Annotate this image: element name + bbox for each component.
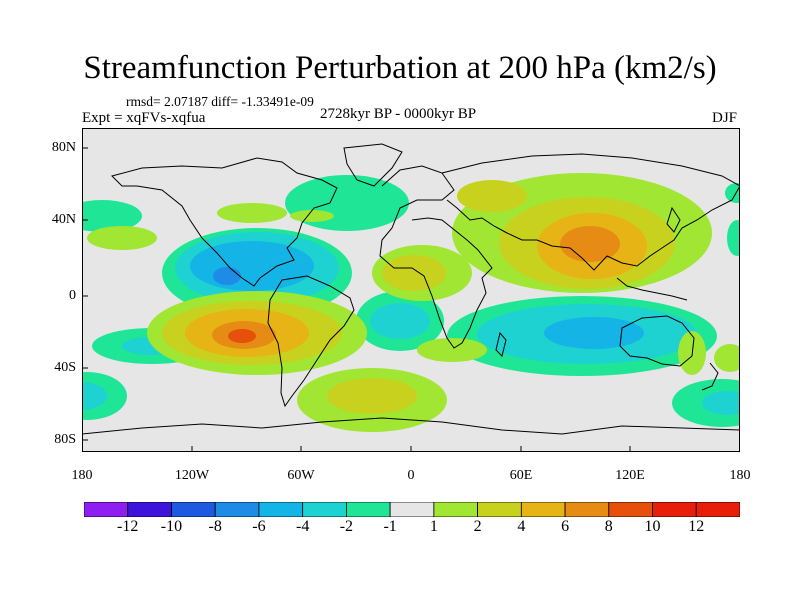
colorbar-label: -6 [252, 518, 266, 535]
contour-fields [82, 173, 740, 432]
colorbar-label: -10 [160, 518, 183, 535]
anomaly-region [285, 175, 409, 231]
north-america-outline [111, 157, 338, 287]
new-zealand-outline [701, 362, 719, 391]
anomaly-region [190, 241, 314, 291]
x-axis-label: 120W [174, 468, 210, 483]
map-panel [82, 128, 740, 452]
anomaly-region [702, 391, 740, 415]
anomaly-region [544, 317, 644, 349]
colorbar-box [127, 502, 172, 517]
anomaly-region [82, 200, 142, 232]
colorbar-box [520, 502, 566, 517]
anomaly-region [370, 303, 430, 339]
colorbar-label: 12 [688, 518, 705, 535]
anomaly-region [217, 203, 287, 223]
colorbar-box [433, 502, 479, 517]
colorbar-label: -2 [339, 518, 354, 535]
anomaly-region [228, 329, 256, 343]
colorbar-box [258, 502, 304, 517]
antarctica-outline [82, 417, 740, 435]
y-axis-label: 80N [51, 140, 76, 155]
axis-ticks [82, 147, 631, 452]
season-label: DJF [712, 110, 738, 126]
x-axis-label: 0 [407, 468, 415, 483]
anomaly-region [725, 183, 740, 203]
colorbar-label: -12 [117, 518, 139, 535]
anomaly-region [714, 344, 740, 372]
south-america-outline [267, 275, 355, 408]
x-axis-label: 60E [509, 468, 533, 483]
anomaly-region [87, 226, 157, 250]
x-axis-label: 180 [729, 468, 751, 483]
australia-outline [619, 315, 695, 367]
colorbar-label: -4 [295, 518, 310, 535]
colorbar [84, 502, 740, 517]
x-axis-label: 180 [71, 468, 93, 483]
colorbar-box [214, 502, 260, 517]
anomaly-region [327, 378, 417, 414]
anomaly-region [417, 338, 487, 362]
colorbar-label: 10 [644, 518, 661, 535]
colorbar-label: 2 [473, 518, 482, 535]
colorbar-label: -8 [208, 518, 222, 535]
period-label: 2728kyr BP - 0000kyr BP [320, 106, 477, 122]
x-axis-label: 60W [287, 468, 315, 483]
asia-outline [441, 153, 740, 271]
japan-outline [666, 206, 681, 233]
europe-africa-outline [379, 165, 493, 349]
colorbar-box [564, 502, 610, 517]
colorbar-label: 4 [517, 518, 526, 535]
southeast-asia-outline [616, 277, 688, 301]
colorbar-box [477, 502, 522, 517]
y-axis-label: 0 [69, 288, 76, 303]
coastlines [82, 143, 740, 435]
madagascar-outline [495, 331, 507, 357]
colorbar-label: 8 [604, 518, 613, 535]
plot-title: Streamfunction Perturbation at 200 hPa (… [83, 50, 717, 86]
stats-text: rmsd= 2.07187 diff= -1.33491e-09 [126, 94, 314, 109]
colorbar-box [652, 502, 697, 517]
colorbar-box [695, 502, 740, 517]
colorbar-box [171, 502, 216, 517]
anomaly-region [82, 382, 107, 410]
colorbar-box [389, 502, 435, 517]
anomaly-region [457, 180, 527, 212]
experiment-label: Expt = xqFVs-xqfua [82, 110, 206, 126]
colorbar-box [84, 502, 129, 517]
colorbar-box [345, 502, 391, 517]
anomaly-region [290, 210, 334, 222]
colorbar-label: 6 [561, 518, 570, 535]
x-axis-label: 120E [615, 468, 645, 483]
y-axis-label: 40S [54, 360, 76, 375]
colorbar-label: 1 [429, 518, 438, 535]
colorbar-label: -1 [383, 518, 397, 535]
anomaly-region [560, 226, 620, 262]
anomaly-region [727, 220, 740, 256]
anomaly-region [382, 255, 446, 291]
colorbar-box [608, 502, 653, 517]
anomaly-region [213, 267, 241, 285]
greenland-outline [343, 143, 403, 187]
y-axis-label: 80S [54, 432, 76, 447]
y-axis-label: 40N [51, 212, 76, 227]
colorbar-box [302, 502, 347, 517]
